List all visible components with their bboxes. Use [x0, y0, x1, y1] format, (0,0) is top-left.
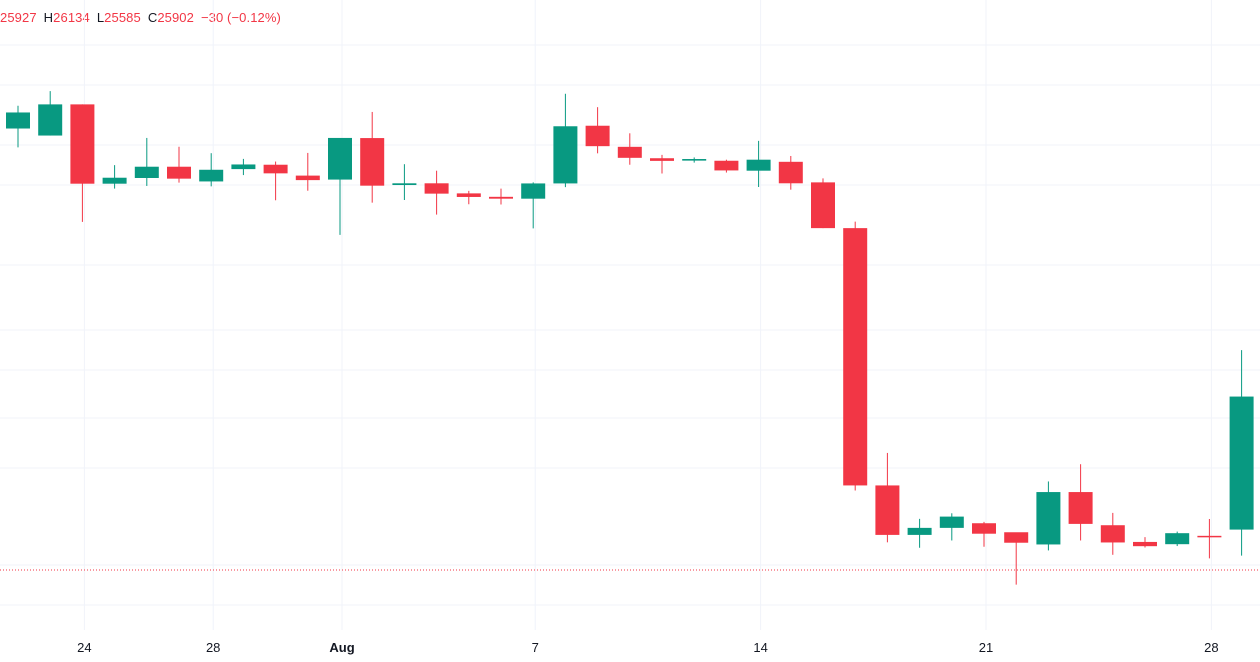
candle-body — [1100, 525, 1125, 543]
candle-body — [6, 112, 30, 129]
candle[interactable] — [424, 170, 449, 215]
candle-body — [939, 516, 964, 528]
candle-body — [521, 183, 546, 199]
candle-body — [38, 104, 63, 136]
candle[interactable] — [456, 190, 481, 205]
candle[interactable] — [1100, 512, 1125, 555]
candle[interactable] — [360, 111, 385, 203]
x-tick-label: 14 — [753, 640, 767, 655]
low-label: L — [96, 10, 105, 25]
candle-body — [617, 146, 642, 158]
candle[interactable] — [1197, 518, 1222, 559]
x-tick-label: 7 — [532, 640, 539, 655]
open-value: 25927 — [0, 10, 37, 25]
candle[interactable] — [617, 133, 642, 165]
close-value: 25902 — [157, 10, 194, 25]
candles — [6, 91, 1254, 585]
candle[interactable] — [521, 182, 546, 229]
candle-body — [263, 164, 288, 174]
candle[interactable] — [134, 137, 159, 186]
candle-body — [102, 177, 127, 184]
candle-body — [1197, 535, 1222, 538]
candle[interactable] — [843, 221, 868, 491]
candle[interactable] — [167, 146, 191, 183]
x-tick-label: Aug — [329, 640, 354, 655]
candle[interactable] — [1068, 464, 1093, 541]
candle-body — [295, 175, 320, 181]
candle[interactable] — [714, 159, 739, 173]
candle-body — [360, 138, 385, 186]
x-tick-label: 28 — [1204, 640, 1218, 655]
candle[interactable] — [778, 155, 803, 190]
candle-body — [456, 193, 481, 197]
candle[interactable] — [263, 161, 288, 201]
candle-body — [489, 196, 513, 199]
horizontal-gridlines — [0, 44, 1260, 606]
candle[interactable] — [38, 91, 63, 136]
candle[interactable] — [682, 157, 707, 163]
candle-body — [875, 485, 900, 535]
close-label: C — [147, 10, 158, 25]
candle-body — [134, 166, 159, 178]
candle[interactable] — [553, 93, 578, 188]
candle[interactable] — [6, 105, 30, 148]
candle-body — [167, 166, 191, 179]
x-axis: 24 28 Aug 7 14 21 28 — [77, 640, 1218, 655]
candle-body — [650, 158, 674, 161]
candle-body — [746, 159, 771, 171]
low-value: 25585 — [104, 10, 141, 25]
candle-body — [714, 160, 739, 171]
x-tick-label: 21 — [979, 640, 993, 655]
candle[interactable] — [231, 158, 256, 176]
candle[interactable] — [102, 165, 127, 189]
candle[interactable] — [650, 154, 674, 174]
candle-body — [70, 104, 95, 184]
candle-body — [907, 527, 932, 535]
candle[interactable] — [1036, 481, 1061, 551]
x-tick-label: 28 — [206, 640, 220, 655]
candle-body — [1004, 532, 1029, 543]
candle-body — [392, 183, 417, 186]
x-tick-label: 24 — [77, 640, 91, 655]
candle[interactable] — [972, 521, 996, 547]
candle[interactable] — [811, 178, 835, 229]
candle-body — [424, 183, 449, 194]
candle-body — [682, 159, 707, 161]
candle-body — [811, 182, 835, 229]
candle[interactable] — [1229, 350, 1254, 556]
candle-body — [843, 228, 868, 486]
candle[interactable] — [746, 140, 771, 188]
candle-body — [199, 169, 224, 182]
candle[interactable] — [70, 104, 95, 222]
high-value: 26134 — [53, 10, 90, 25]
candle[interactable] — [489, 188, 513, 205]
candle[interactable] — [199, 153, 224, 187]
high-label: H — [43, 10, 54, 25]
ohlc-legend: 25927 H26134 L25585 C25902 −30 (−0.12%) — [0, 10, 281, 25]
candle[interactable] — [585, 107, 610, 154]
candle[interactable] — [875, 452, 900, 543]
candle[interactable] — [1004, 532, 1029, 585]
price-change: −30 (−0.12%) — [200, 10, 281, 25]
candle[interactable] — [907, 518, 932, 548]
candle[interactable] — [939, 513, 964, 541]
candle[interactable] — [295, 152, 320, 191]
candle-body — [328, 137, 352, 180]
candle-body — [553, 126, 578, 184]
candle-body — [585, 125, 610, 147]
candle-body — [1165, 533, 1190, 545]
candle-body — [778, 161, 803, 184]
candle[interactable] — [392, 164, 417, 201]
candle-body — [1133, 541, 1157, 547]
candle[interactable] — [328, 137, 352, 235]
candle-body — [1068, 492, 1093, 524]
candle[interactable] — [1165, 531, 1190, 547]
candle[interactable] — [1133, 537, 1157, 548]
candle-body — [1036, 492, 1061, 545]
candle-body — [231, 164, 256, 170]
candle-body — [1229, 396, 1254, 530]
candle-body — [972, 523, 996, 534]
